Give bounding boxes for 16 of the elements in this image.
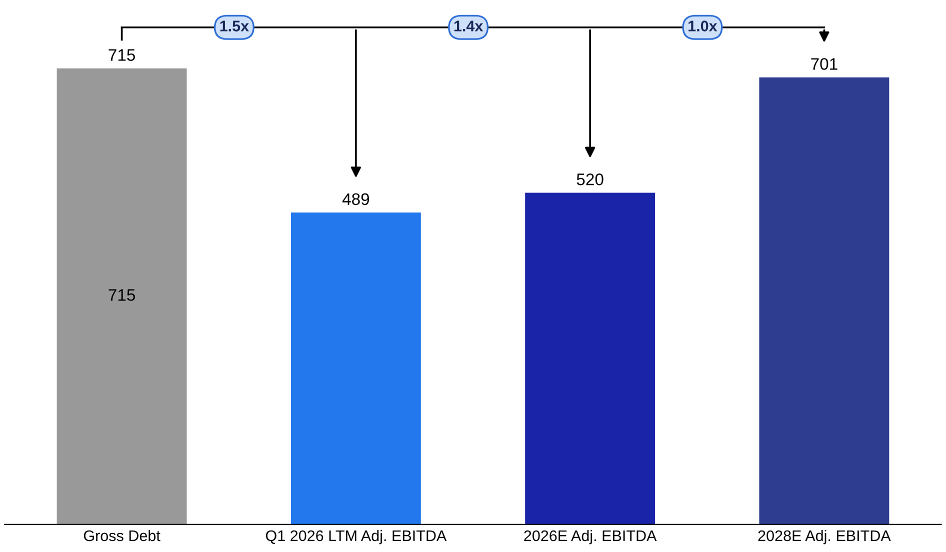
bar	[56, 68, 187, 524]
x-tick-label: Gross Debt	[84, 530, 160, 542]
data-label: 489	[342, 193, 370, 206]
data-label: 715	[108, 49, 136, 61]
data-label: 701	[811, 58, 838, 70]
text: 1.4x	[454, 20, 484, 32]
text: 1.5x	[220, 20, 249, 32]
bar	[759, 77, 890, 524]
x-tick-label: Q1 2026 LTM Adj. EBITDA	[266, 530, 447, 544]
bar	[525, 192, 656, 524]
data-label: 520	[576, 174, 604, 186]
annotation: 715	[108, 289, 136, 301]
bar	[290, 212, 421, 524]
text: 1.0x	[688, 20, 718, 32]
x-tick-label: 2028E Adj. EBITDA	[758, 530, 891, 544]
x-tick-label: 2026E Adj. EBITDA	[524, 530, 657, 544]
